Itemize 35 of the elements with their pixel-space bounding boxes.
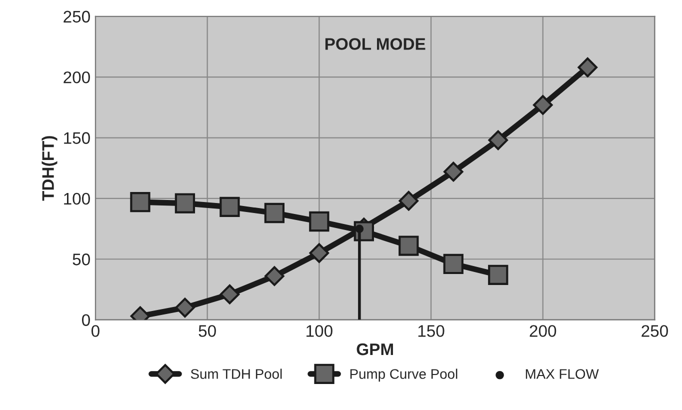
- x-tick-label: 0: [91, 325, 100, 337]
- legend-label: Sum TDH Pool: [190, 368, 282, 379]
- y-axis-title: TDH(FT): [42, 136, 58, 201]
- point: [398, 190, 419, 211]
- y-tick-label: 200: [64, 71, 90, 84]
- point: [264, 202, 285, 224]
- point: [174, 193, 196, 214]
- point: [309, 211, 330, 232]
- point: [264, 266, 284, 286]
- point: [444, 162, 464, 182]
- y-tick-label: 100: [64, 192, 90, 205]
- point: [220, 284, 240, 304]
- x-tick-label: 250: [642, 325, 668, 337]
- point: [398, 236, 419, 256]
- y-tick-label: 150: [64, 132, 90, 144]
- y-tick-label: 50: [72, 254, 90, 266]
- y-tick-label: 0: [82, 314, 90, 326]
- x-tick-label: 100: [306, 325, 332, 337]
- text: POOL MODE: [325, 38, 426, 50]
- point: [130, 192, 150, 212]
- x-axis-title: GPM: [356, 343, 393, 356]
- point: [220, 196, 240, 218]
- x-tick-label: 150: [418, 325, 444, 337]
- point: [443, 254, 464, 274]
- point: [488, 130, 508, 150]
- legend-label: Pump Curve Pool: [350, 368, 458, 382]
- point: [309, 243, 330, 263]
- point: [578, 57, 598, 78]
- legend-label: MAX FLOW: [526, 369, 599, 379]
- x-tick-label: 50: [198, 325, 216, 337]
- point: [488, 264, 508, 285]
- point: [532, 95, 553, 115]
- y-tick-label: 250: [64, 10, 90, 23]
- point: [175, 298, 195, 318]
- x-tick-label: 200: [530, 325, 556, 337]
